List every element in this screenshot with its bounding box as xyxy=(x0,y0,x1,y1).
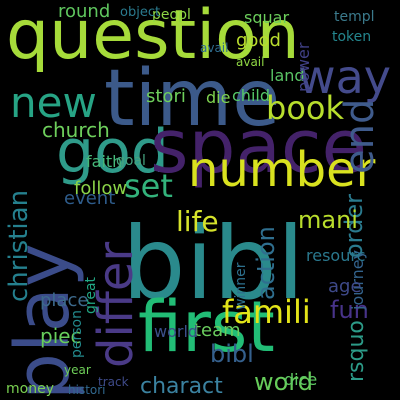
cloud-word-23: fun xyxy=(330,296,369,324)
cloud-word-49: resourc xyxy=(306,246,366,265)
cloud-word-37: squar xyxy=(244,8,290,27)
cloud-word-54: histori xyxy=(68,383,106,397)
cloud-word-15: life xyxy=(176,205,219,238)
cloud-word-18: charact xyxy=(140,374,223,399)
cloud-word-39: object xyxy=(120,5,161,20)
cloud-word-32: stori xyxy=(146,86,186,107)
cloud-word-38: peopl xyxy=(152,7,191,23)
cloud-word-17: church xyxy=(42,118,110,142)
cloud-word-9: way xyxy=(298,50,392,104)
cloud-word-42: bibl xyxy=(210,340,254,368)
cloud-word-33: child xyxy=(232,86,270,105)
cloud-word-35: land xyxy=(270,66,305,85)
cloud-word-26: rsquo xyxy=(344,320,369,382)
cloud-word-10: book xyxy=(266,89,344,127)
cloud-word-41: token xyxy=(332,29,372,45)
cloud-word-45: world xyxy=(154,322,199,341)
cloud-word-50: age xyxy=(328,276,362,297)
cloud-word-0: question xyxy=(6,0,300,75)
cloud-word-43: team xyxy=(194,320,241,341)
cloud-word-11: set xyxy=(124,167,173,205)
cloud-word-51: person xyxy=(69,310,85,358)
cloud-word-8: new xyxy=(10,78,97,127)
cloud-word-31: good xyxy=(236,30,281,51)
cloud-word-52: money xyxy=(6,381,54,397)
cloud-word-1: time xyxy=(104,54,281,144)
cloud-word-36: power xyxy=(294,42,313,92)
cloud-word-34: die xyxy=(206,88,231,107)
cloud-word-25: place xyxy=(40,290,89,311)
cloud-word-57: avail xyxy=(200,41,229,55)
cloud-word-4: space xyxy=(150,104,368,190)
cloud-word-16: christian xyxy=(4,189,34,302)
cloud-word-58: avail xyxy=(236,55,265,69)
cloud-word-3: god xyxy=(56,117,169,187)
cloud-word-48: great xyxy=(83,276,99,314)
cloud-word-7: number xyxy=(188,142,376,198)
cloud-word-29: faith xyxy=(86,152,123,171)
cloud-word-2: bibl xyxy=(122,205,305,322)
cloud-word-24: piec xyxy=(40,324,82,348)
cloud-word-55: year xyxy=(64,363,91,377)
cloud-word-46: goal xyxy=(116,153,146,169)
cloud-word-13: famili xyxy=(222,293,311,331)
cloud-word-28: follow xyxy=(74,178,128,199)
cloud-word-40: templ xyxy=(334,9,375,25)
cloud-word-19: word xyxy=(254,368,313,396)
cloud-word-44: dice xyxy=(284,370,318,389)
cloud-word-12: differ xyxy=(88,241,144,368)
cloud-word-56: track xyxy=(98,375,129,389)
cloud-word-21: action xyxy=(252,226,280,300)
cloud-word-14: end xyxy=(337,98,383,174)
cloud-word-6: first xyxy=(138,286,275,368)
cloud-word-27: event xyxy=(64,188,116,209)
cloud-word-22: mani xyxy=(298,206,358,234)
cloud-word-53: winner xyxy=(233,262,249,310)
cloud-word-30: round xyxy=(58,1,111,22)
